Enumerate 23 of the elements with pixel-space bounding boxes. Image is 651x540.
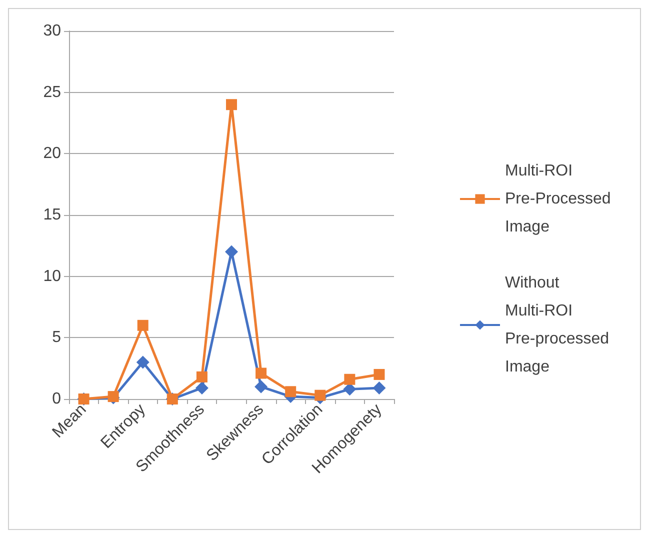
point bbox=[343, 382, 356, 396]
point bbox=[226, 99, 237, 110]
point bbox=[374, 368, 385, 380]
legend-label: Without Multi-ROI Pre-processed Image bbox=[505, 274, 614, 376]
y-tick-label: 30 bbox=[43, 22, 62, 40]
legend-label: Multi-ROI Pre-Processed Image bbox=[505, 162, 616, 236]
y-tick-label: 0 bbox=[52, 390, 62, 408]
point bbox=[225, 245, 238, 258]
point bbox=[136, 356, 150, 369]
y-tick-label: 10 bbox=[43, 268, 62, 285]
point bbox=[254, 380, 268, 394]
point bbox=[195, 381, 208, 394]
point bbox=[256, 368, 267, 379]
point bbox=[372, 381, 386, 394]
point bbox=[137, 320, 148, 331]
y-tick-label: 15 bbox=[43, 206, 62, 224]
y-tick-label: 20 bbox=[43, 145, 62, 162]
y-tick-label: 25 bbox=[43, 84, 62, 101]
point bbox=[196, 371, 208, 382]
point bbox=[285, 386, 296, 398]
point bbox=[314, 390, 326, 401]
y-tick-label: 5 bbox=[52, 329, 62, 346]
point bbox=[344, 374, 356, 385]
